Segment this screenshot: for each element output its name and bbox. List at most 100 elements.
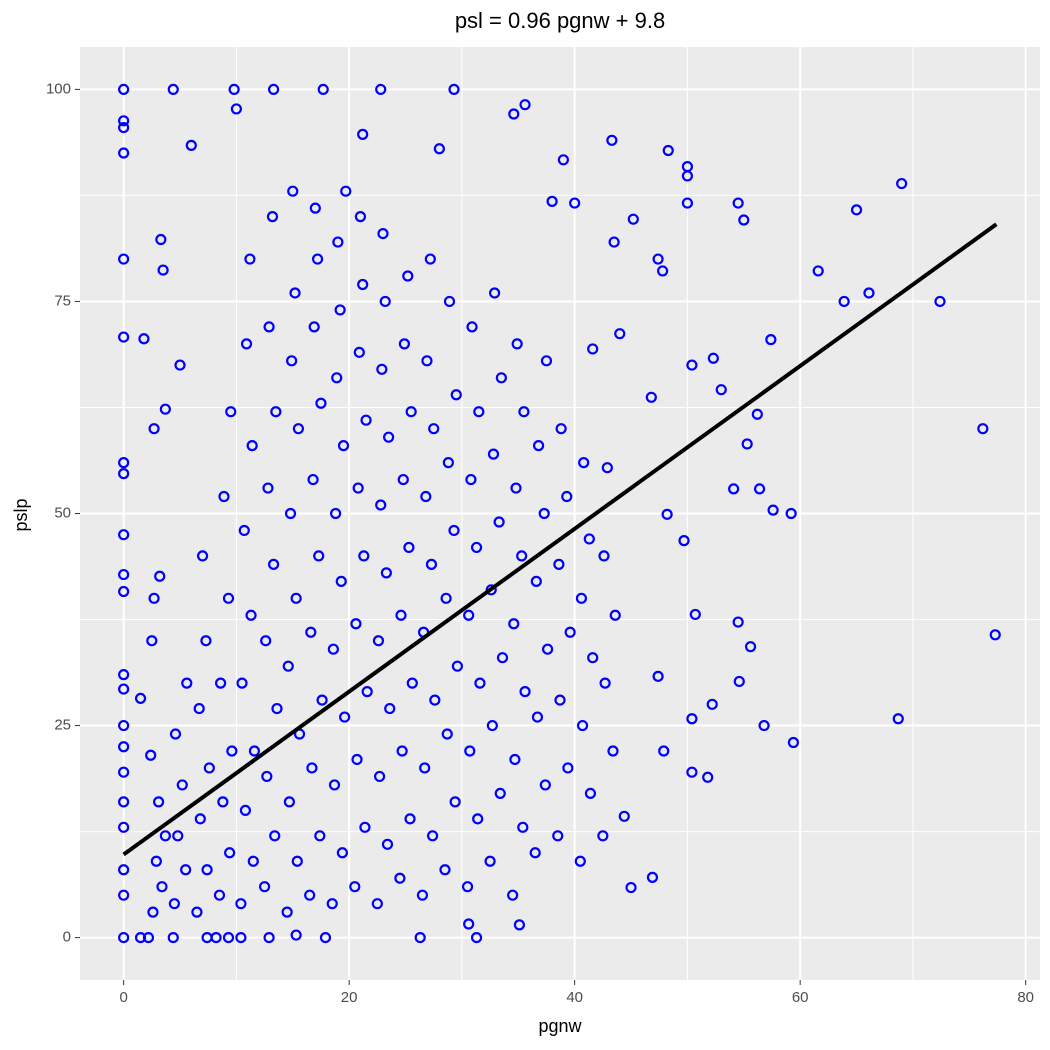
point xyxy=(599,677,611,689)
point xyxy=(372,635,385,647)
point xyxy=(812,265,824,277)
point xyxy=(554,694,566,706)
point xyxy=(587,652,599,664)
point xyxy=(118,821,130,833)
point xyxy=(513,919,526,931)
point xyxy=(203,762,215,774)
point xyxy=(337,440,350,452)
point xyxy=(443,295,456,308)
point xyxy=(428,423,440,435)
point xyxy=(442,457,454,469)
point xyxy=(371,898,383,910)
point xyxy=(395,609,407,621)
point xyxy=(414,931,426,944)
point xyxy=(838,295,850,308)
point xyxy=(555,423,567,435)
point xyxy=(311,253,324,265)
point xyxy=(728,483,740,495)
point xyxy=(327,643,339,655)
point xyxy=(433,143,445,155)
point xyxy=(375,499,387,511)
point xyxy=(269,830,281,842)
point xyxy=(244,253,256,265)
point xyxy=(118,115,130,127)
point xyxy=(518,406,530,418)
point xyxy=(357,128,369,140)
point xyxy=(614,328,626,340)
point xyxy=(892,713,904,725)
point xyxy=(587,343,599,355)
point xyxy=(741,438,753,450)
point xyxy=(289,287,301,299)
point xyxy=(397,473,409,486)
point xyxy=(174,359,186,371)
point xyxy=(662,144,674,157)
point xyxy=(569,197,581,209)
point xyxy=(118,931,130,944)
point xyxy=(305,626,317,638)
point xyxy=(181,677,193,689)
point xyxy=(354,211,367,223)
point xyxy=(574,855,586,867)
point xyxy=(270,406,282,418)
point xyxy=(448,83,460,96)
point xyxy=(218,490,230,503)
point xyxy=(416,889,429,901)
point xyxy=(246,440,258,452)
point xyxy=(146,635,158,647)
point xyxy=(681,197,694,209)
point xyxy=(138,333,150,345)
point xyxy=(118,796,130,808)
point xyxy=(176,779,188,791)
point xyxy=(539,779,551,791)
point xyxy=(404,813,416,825)
point xyxy=(200,635,212,647)
point xyxy=(686,766,698,778)
point xyxy=(461,881,474,893)
point xyxy=(689,608,701,621)
point xyxy=(532,440,545,452)
point xyxy=(576,719,589,732)
point xyxy=(465,473,477,486)
point xyxy=(373,770,386,783)
point xyxy=(157,264,169,276)
point xyxy=(733,675,745,688)
point xyxy=(118,121,130,134)
point xyxy=(266,211,279,223)
point xyxy=(421,355,433,367)
point xyxy=(509,753,521,766)
point xyxy=(339,711,351,723)
point xyxy=(118,683,130,695)
point xyxy=(511,338,523,350)
point xyxy=(470,931,483,944)
point xyxy=(473,406,485,418)
point xyxy=(150,855,162,867)
point xyxy=(516,550,528,562)
x-tick-label: 80 xyxy=(1017,989,1034,1006)
point xyxy=(606,134,618,146)
point xyxy=(489,287,501,299)
point xyxy=(419,762,431,774)
point xyxy=(118,468,130,480)
point xyxy=(148,592,160,604)
point xyxy=(863,287,875,299)
point xyxy=(538,507,550,520)
point xyxy=(194,813,206,825)
point xyxy=(785,507,797,520)
point xyxy=(351,753,363,766)
point xyxy=(552,830,564,842)
point xyxy=(118,669,130,681)
point xyxy=(519,99,531,111)
point xyxy=(510,482,522,494)
point xyxy=(494,787,506,800)
point xyxy=(315,397,327,409)
point xyxy=(625,881,637,894)
point xyxy=(145,749,157,761)
point xyxy=(744,641,757,653)
point xyxy=(245,609,257,621)
point xyxy=(290,592,302,604)
point xyxy=(507,889,519,901)
point xyxy=(578,457,590,469)
point xyxy=(180,864,192,876)
point xyxy=(328,779,341,791)
